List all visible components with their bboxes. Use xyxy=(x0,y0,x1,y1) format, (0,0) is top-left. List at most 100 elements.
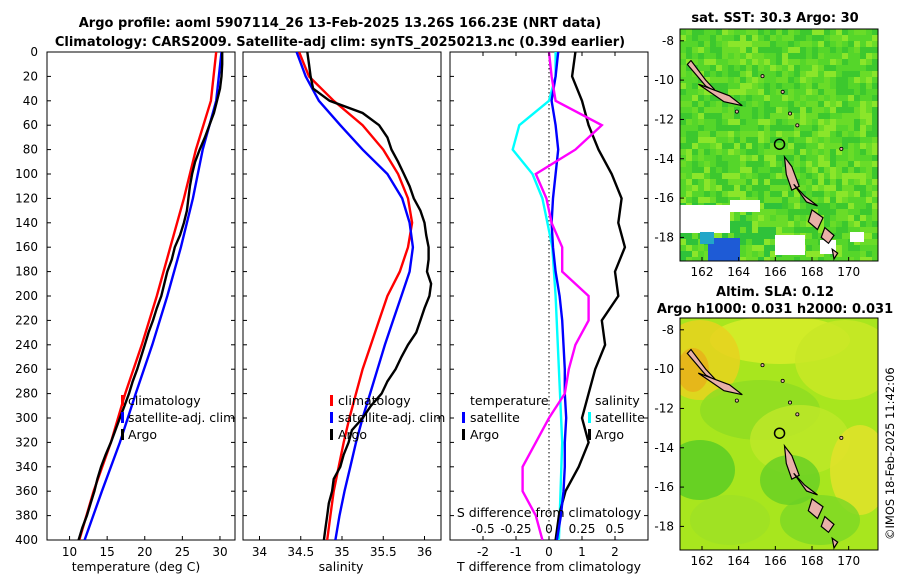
sst-pixel xyxy=(794,161,800,167)
sst-pixel xyxy=(806,113,812,119)
sst-pixel xyxy=(830,29,836,35)
sst-pixel xyxy=(836,245,842,251)
sst-pixel xyxy=(782,59,788,65)
sst-pixel xyxy=(866,47,872,53)
sst-pixel xyxy=(824,179,830,185)
sst-pixel xyxy=(722,173,728,179)
depth-tick-label: 0 xyxy=(30,45,38,59)
sst-pixel xyxy=(722,149,728,155)
sst-pixel xyxy=(824,149,830,155)
sst-pixel xyxy=(692,83,698,89)
sst-pixel xyxy=(734,131,740,137)
sst-pixel xyxy=(836,167,842,173)
sst-pixel xyxy=(698,101,704,107)
salinity-tick-label: 36 xyxy=(417,545,432,559)
sst-pixel xyxy=(680,41,686,47)
sst-pixel xyxy=(752,233,758,239)
sst-pixel xyxy=(776,119,782,125)
sst-pixel xyxy=(686,29,692,35)
sst-pixel xyxy=(806,89,812,95)
sst-pixel xyxy=(872,59,878,65)
sst-pixel xyxy=(704,71,710,77)
sst-pixel xyxy=(800,137,806,143)
sst-pixel xyxy=(710,185,716,191)
sst-pixel xyxy=(764,185,770,191)
sst-pixel xyxy=(782,173,788,179)
sst-pixel xyxy=(770,209,776,215)
sst-pixel xyxy=(728,125,734,131)
sst-pixel xyxy=(776,161,782,167)
depth-tick-label: 80 xyxy=(23,143,38,157)
sst-pixel xyxy=(692,143,698,149)
sst-pixel xyxy=(782,125,788,131)
sst-pixel xyxy=(848,53,854,59)
sst-pixel xyxy=(758,29,764,35)
sst-pixel xyxy=(788,125,794,131)
sst-pixel xyxy=(812,41,818,47)
sst-pixel xyxy=(872,107,878,113)
sst-pixel xyxy=(698,167,704,173)
sst-pixel xyxy=(830,77,836,83)
sst-pixel xyxy=(770,203,776,209)
sst-pixel xyxy=(872,77,878,83)
sst-pixel xyxy=(770,125,776,131)
sst-pixel xyxy=(722,125,728,131)
sst-pixel xyxy=(764,71,770,77)
sst-pixel xyxy=(752,125,758,131)
sst-pixel xyxy=(722,35,728,41)
temperature-tick-label: 25 xyxy=(175,545,190,559)
sst-pixel xyxy=(830,95,836,101)
depth-tick-label: 240 xyxy=(15,338,38,352)
sst-pixel xyxy=(872,83,878,89)
sst-pixel xyxy=(830,71,836,77)
sst-pixel xyxy=(764,203,770,209)
sst-pixel xyxy=(842,173,848,179)
sst-pixel xyxy=(740,65,746,71)
sst-pixel xyxy=(686,101,692,107)
depth-tick-label: 160 xyxy=(15,240,38,254)
sst-pixel xyxy=(722,47,728,53)
sst-pixel xyxy=(818,179,824,185)
argo-location-marker xyxy=(773,138,786,150)
sst-pixel xyxy=(800,107,806,113)
sst-pixel xyxy=(842,203,848,209)
sst-pixel xyxy=(866,95,872,101)
sst-pixel xyxy=(722,29,728,35)
sst-pixel xyxy=(686,179,692,185)
sst-pixel xyxy=(848,101,854,107)
sst-pixel xyxy=(776,107,782,113)
sst-pixel xyxy=(764,191,770,197)
sst-pixel xyxy=(860,221,866,227)
sst-pixel xyxy=(812,47,818,53)
sst-pixel xyxy=(824,155,830,161)
sst-pixel xyxy=(680,179,686,185)
depth-tick-label: 140 xyxy=(15,216,38,230)
sst-pixel xyxy=(680,239,686,245)
sst-pixel xyxy=(734,185,740,191)
sst-pixel xyxy=(836,89,842,95)
sst-pixel xyxy=(812,29,818,35)
sst-pixel xyxy=(866,149,872,155)
sst-pixel xyxy=(686,131,692,137)
sst-pixel xyxy=(860,251,866,257)
sst-pixel xyxy=(740,125,746,131)
sst-pixel xyxy=(686,257,692,261)
sst-pixel xyxy=(722,41,728,47)
sst-pixel xyxy=(836,257,842,261)
sla-blob xyxy=(680,440,735,500)
sst-pixel xyxy=(698,185,704,191)
sst-pixel xyxy=(722,197,728,203)
sst-pixel xyxy=(866,119,872,125)
sst-pixel xyxy=(692,191,698,197)
sst-pixel xyxy=(758,191,764,197)
island xyxy=(807,208,824,231)
sst-pixel xyxy=(836,59,842,65)
sst-pixel xyxy=(794,143,800,149)
sst-pixel xyxy=(782,113,788,119)
sst-pixel xyxy=(728,113,734,119)
sst-pixel xyxy=(704,185,710,191)
sst-pixel xyxy=(776,113,782,119)
map-lat-label: -10 xyxy=(654,362,674,376)
sst-pixel xyxy=(788,29,794,35)
sst-pixel xyxy=(770,77,776,83)
